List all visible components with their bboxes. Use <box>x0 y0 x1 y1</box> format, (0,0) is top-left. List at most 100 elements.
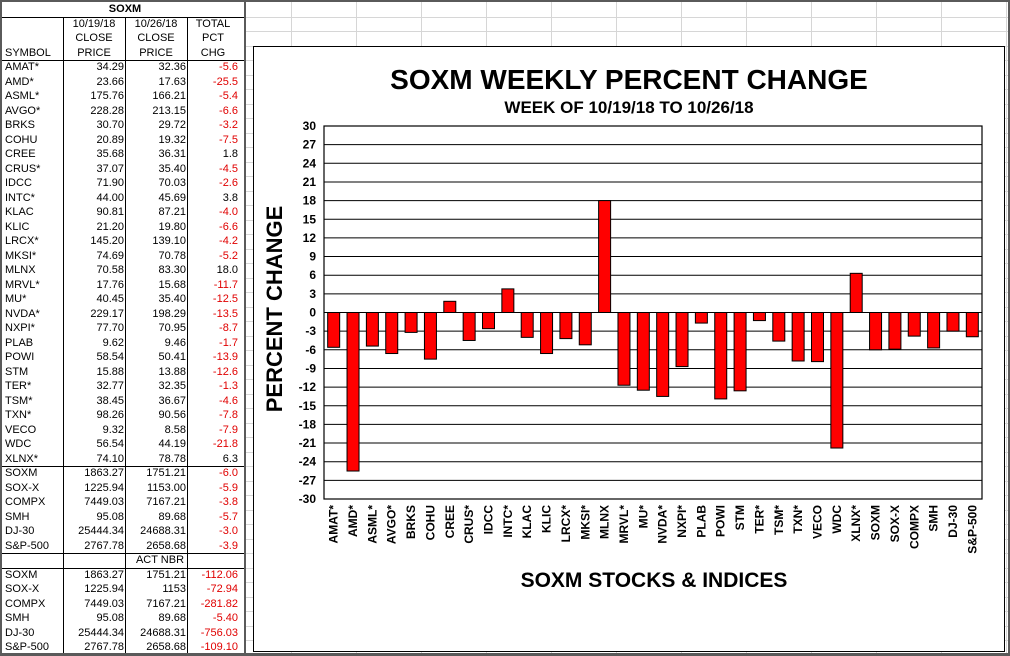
cell[interactable]: 1225.94 <box>84 481 124 494</box>
cell[interactable]: MRVL* <box>5 278 40 291</box>
cell[interactable]: 58.54 <box>96 351 124 363</box>
cell[interactable]: 90.81 <box>96 206 124 218</box>
cell[interactable]: TSM* <box>5 394 33 407</box>
cell[interactable]: PCT <box>202 32 224 44</box>
cell[interactable]: 228.28 <box>90 104 124 117</box>
cell[interactable]: 32.36 <box>158 61 186 73</box>
cell[interactable]: 8.58 <box>164 423 186 436</box>
cell[interactable]: 78.78 <box>158 452 186 465</box>
cell[interactable]: KLAC <box>5 206 34 218</box>
cell[interactable]: DJ-30 <box>5 626 35 639</box>
cell[interactable]: COMPX <box>5 496 46 508</box>
cell[interactable]: TXN* <box>5 409 32 421</box>
cell[interactable]: -109.10 <box>200 641 238 653</box>
cell[interactable]: -4.5 <box>219 162 238 175</box>
cell[interactable]: 45.69 <box>158 191 186 204</box>
cell[interactable]: NVDA* <box>5 307 40 320</box>
cell[interactable]: SOXM <box>5 467 38 479</box>
cell[interactable]: AMD* <box>5 75 34 88</box>
cell[interactable]: 35.68 <box>96 148 124 160</box>
cell[interactable]: -13.5 <box>212 307 238 320</box>
cell[interactable]: 25444.34 <box>78 626 124 639</box>
cell[interactable]: PLAB <box>5 336 34 349</box>
cell[interactable]: 25444.34 <box>78 525 124 537</box>
cell[interactable]: 24688.31 <box>140 626 186 639</box>
cell[interactable]: 2658.68 <box>146 641 186 653</box>
cell[interactable]: PRICE <box>139 46 173 59</box>
cell[interactable]: INTC* <box>5 191 35 204</box>
cell[interactable]: -5.2 <box>219 249 238 262</box>
cell[interactable]: 87.21 <box>158 206 186 218</box>
cell[interactable]: 36.67 <box>158 394 186 407</box>
cell[interactable]: -21.8 <box>212 438 238 450</box>
cell[interactable]: 24688.31 <box>140 525 186 537</box>
cell[interactable]: LRCX* <box>5 235 39 247</box>
cell[interactable]: 37.07 <box>96 162 124 175</box>
cell[interactable]: -5.6 <box>219 61 238 73</box>
cell[interactable]: 7167.21 <box>146 597 186 610</box>
cell[interactable]: 30.70 <box>96 119 124 131</box>
cell[interactable]: -12.5 <box>212 293 238 305</box>
cell[interactable]: 71.90 <box>96 177 124 189</box>
cell[interactable]: 1751.21 <box>146 467 186 479</box>
cell[interactable]: BRKS <box>5 119 35 131</box>
cell[interactable]: 18.0 <box>216 264 238 276</box>
cell[interactable]: 7167.21 <box>146 496 186 508</box>
cell[interactable]: S&P-500 <box>5 641 50 653</box>
cell[interactable]: SMH <box>5 612 30 624</box>
cell[interactable]: 44.00 <box>96 191 124 204</box>
cell[interactable]: -4.0 <box>219 206 238 218</box>
cell[interactable]: STM <box>5 365 29 378</box>
cell[interactable]: DJ-30 <box>5 525 35 537</box>
cell[interactable]: POWI <box>5 351 35 363</box>
cell[interactable]: 229.17 <box>90 307 124 320</box>
cell[interactable]: S&P-500 <box>5 539 50 552</box>
cell[interactable]: 7449.03 <box>84 496 124 508</box>
cell[interactable]: SOXM <box>5 568 38 581</box>
cell[interactable]: 19.32 <box>158 133 186 146</box>
cell[interactable]: 1863.27 <box>84 467 124 479</box>
cell[interactable]: 1153 <box>162 583 186 595</box>
cell[interactable]: -112.06 <box>201 568 239 581</box>
cell[interactable]: -13.9 <box>212 351 238 363</box>
cell[interactable]: 7449.03 <box>84 597 124 610</box>
cell[interactable]: 1153.00 <box>147 481 186 494</box>
cell[interactable]: 32.77 <box>96 380 124 392</box>
cell[interactable]: 1.8 <box>222 148 238 160</box>
cell[interactable]: SMH <box>5 510 30 523</box>
cell[interactable]: 19.80 <box>158 220 186 233</box>
cell[interactable]: 15.68 <box>158 278 186 291</box>
cell[interactable]: 9.46 <box>164 336 186 349</box>
cell[interactable]: 89.68 <box>158 612 186 624</box>
cell[interactable]: 40.45 <box>96 293 124 305</box>
cell[interactable]: NXPI* <box>5 322 35 334</box>
cell[interactable]: 70.58 <box>96 264 124 276</box>
cell[interactable]: -3.9 <box>219 539 238 552</box>
cell[interactable]: -5.40 <box>212 612 238 624</box>
cell[interactable]: 13.88 <box>158 365 186 378</box>
cell[interactable]: 3.8 <box>222 191 238 204</box>
cell[interactable]: -7.8 <box>219 409 238 421</box>
cell[interactable]: 34.29 <box>96 61 124 73</box>
cell[interactable]: 10/26/18 <box>134 17 178 30</box>
cell[interactable]: 1225.94 <box>84 583 124 595</box>
cell[interactable]: 44.19 <box>158 438 186 450</box>
cell[interactable]: -756.03 <box>200 626 238 639</box>
cell[interactable]: 175.76 <box>90 90 124 102</box>
cell[interactable]: 213.15 <box>152 104 186 117</box>
cell[interactable]: XLNX* <box>5 452 39 465</box>
cell[interactable]: 70.03 <box>158 177 186 189</box>
cell[interactable]: SOX-X <box>5 583 40 595</box>
cell[interactable]: -12.6 <box>212 365 238 378</box>
cell[interactable]: -4.6 <box>219 394 238 407</box>
cell[interactable]: -72.94 <box>206 583 238 595</box>
cell[interactable]: -8.7 <box>219 322 238 334</box>
cell[interactable]: WDC <box>5 438 32 450</box>
cell[interactable]: -7.9 <box>219 423 238 436</box>
cell[interactable]: 17.76 <box>96 278 124 291</box>
cell[interactable]: 95.08 <box>96 612 124 624</box>
cell[interactable]: 35.40 <box>158 162 186 175</box>
cell[interactable]: 139.10 <box>152 235 186 247</box>
cell[interactable]: -5.9 <box>219 481 238 494</box>
cell[interactable]: AMAT* <box>5 61 40 73</box>
